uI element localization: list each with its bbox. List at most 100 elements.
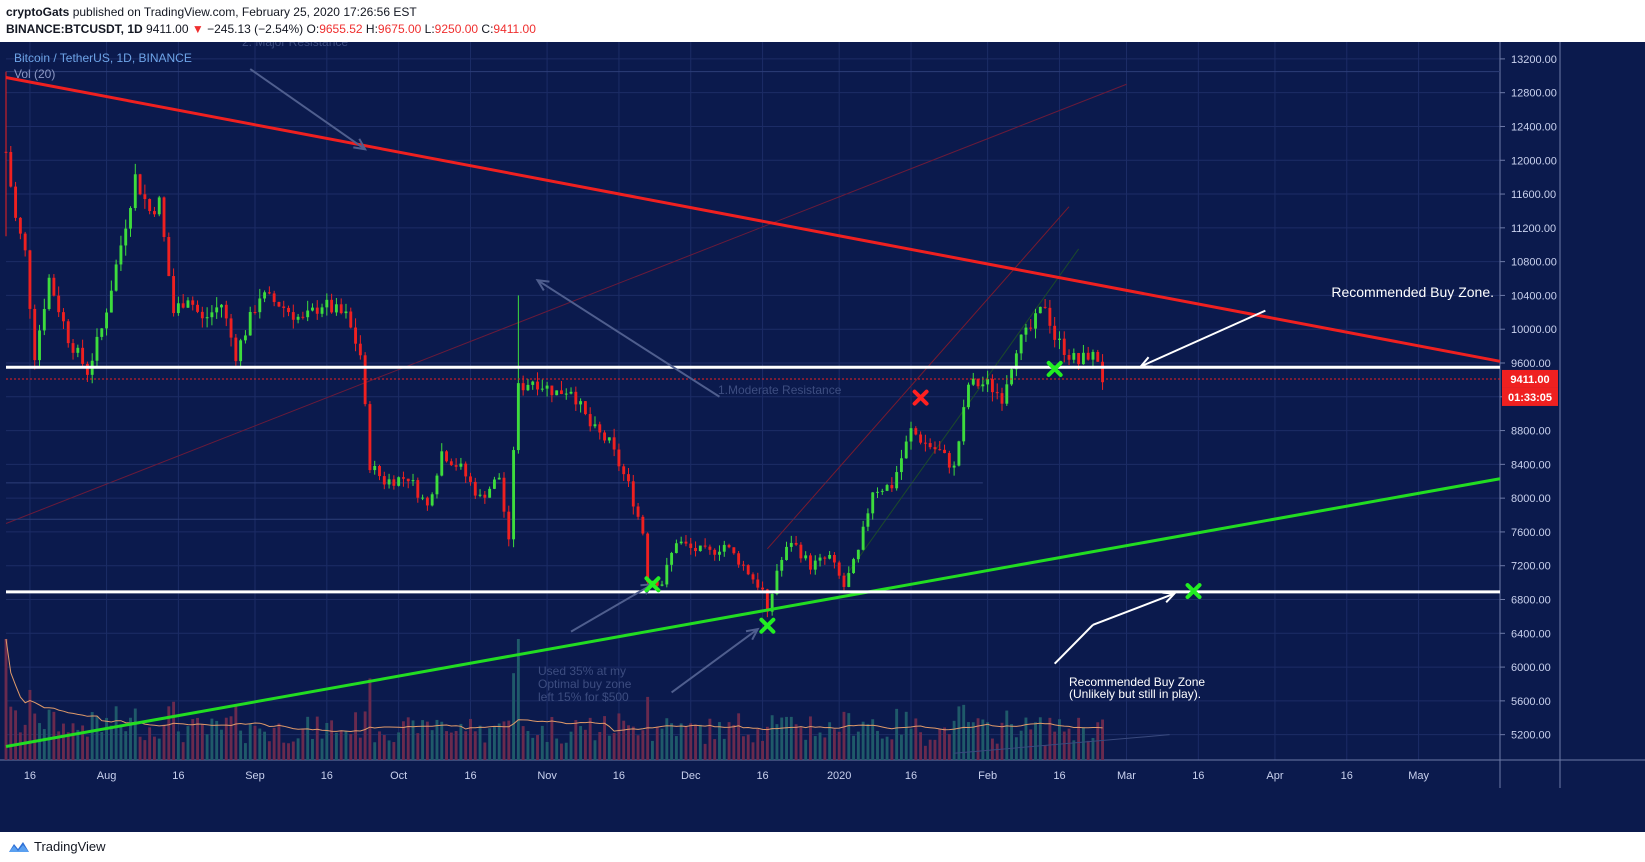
candle-body: [129, 208, 132, 229]
candle-body: [354, 327, 357, 344]
volume-bar: [1072, 740, 1076, 760]
volume-bar: [512, 673, 516, 760]
close-label: C:: [481, 22, 494, 36]
candle-body: [1029, 327, 1033, 329]
volume-bar: [52, 711, 56, 760]
volume-bar: [871, 719, 875, 760]
candle-body: [732, 547, 736, 554]
candle-body: [66, 321, 70, 344]
candle-body: [124, 228, 128, 246]
volume-bar: [411, 720, 415, 760]
volume-bar: [66, 732, 70, 760]
publish-info: cryptoGats published on TradingView.com,…: [6, 5, 417, 19]
candle-body: [397, 477, 401, 486]
y-tick-label: 10400.00: [1511, 290, 1557, 302]
countdown-badge: [1502, 387, 1558, 406]
price-chart[interactable]: Recommended Buy Zone. Recommended Buy Zon…: [0, 42, 1645, 832]
volume-bar: [933, 739, 937, 760]
volume-bar: [105, 717, 108, 760]
volume-bar: [287, 743, 290, 760]
volume-bar: [167, 706, 171, 760]
used-zone-arrow-2-head: [745, 627, 760, 641]
candle-body: [263, 292, 267, 299]
candle-body: [229, 318, 233, 338]
candle-body: [411, 480, 415, 482]
volume-bar: [832, 729, 836, 760]
candle-body: [277, 301, 281, 307]
y-tick-label: 12000.00: [1511, 155, 1557, 167]
volume-bar: [809, 716, 812, 760]
candle-body: [674, 543, 678, 553]
volume-bar: [483, 742, 487, 760]
candle-body: [809, 555, 812, 570]
volume-bar: [909, 728, 913, 760]
y-tick-label: 6000.00: [1511, 662, 1551, 674]
volume-bar: [971, 722, 975, 760]
candle-body: [761, 587, 765, 590]
volume-bar: [28, 689, 32, 760]
volume-bar: [473, 731, 477, 760]
candle-body: [349, 311, 353, 328]
volume-bar: [761, 740, 765, 760]
y-tick-label: 7200.00: [1511, 561, 1551, 573]
volume-bar: [952, 720, 956, 760]
candle-body: [81, 347, 85, 364]
candle-body: [215, 307, 219, 313]
volume-bar: [449, 732, 453, 760]
candle-body: [967, 384, 970, 408]
candle-body: [928, 443, 932, 448]
candle-body: [818, 557, 822, 561]
candle-body: [900, 458, 903, 473]
x-tick-label: May: [1408, 770, 1429, 782]
volume-bar: [507, 720, 511, 760]
chart-footer: TradingView: [0, 832, 1645, 862]
volume-bar: [880, 738, 884, 760]
candle-body: [593, 424, 597, 427]
x-tick-label: 16: [1341, 770, 1353, 782]
volume-bar: [708, 718, 712, 760]
candle-body: [1062, 338, 1066, 355]
candle-body: [267, 292, 271, 294]
symbol-label[interactable]: BINANCE:BTCUSDT, 1D: [6, 22, 143, 36]
y-tick-label: 10000.00: [1511, 324, 1557, 336]
candle-body: [536, 381, 539, 390]
candle-body: [919, 434, 923, 443]
candle-body: [234, 337, 238, 362]
volume-bar: [1005, 710, 1009, 760]
candle-body: [181, 303, 185, 308]
candle-body: [469, 476, 472, 482]
candle-body: [718, 551, 721, 555]
volume-bar: [416, 733, 420, 760]
candle-body: [464, 463, 468, 477]
author-name[interactable]: cryptoGats: [6, 5, 70, 19]
green-x-marker: [759, 617, 776, 634]
candle-body: [583, 401, 587, 415]
volume-bar: [306, 716, 310, 760]
candle-body: [713, 549, 717, 555]
volume-bar: [502, 721, 506, 760]
candle-body: [502, 477, 506, 512]
volume-bar: [780, 717, 784, 760]
volume-bar: [248, 723, 252, 760]
volume-bar: [157, 738, 161, 760]
volume-bar: [234, 706, 238, 760]
volume-bar: [478, 725, 482, 760]
last-price: 9411.00: [146, 22, 189, 36]
candle-body: [1014, 353, 1018, 370]
chart-area[interactable]: Recommended Buy Zone. Recommended Buy Zon…: [0, 42, 1645, 832]
low-value: 9250.00: [434, 22, 479, 36]
volume-bar: [1091, 737, 1095, 760]
candle-body: [976, 378, 980, 387]
volume-bar: [1038, 717, 1042, 760]
volume-bar: [224, 717, 228, 760]
volume-bar: [220, 729, 223, 760]
candle-body: [904, 441, 908, 459]
candle-body: [430, 494, 434, 506]
volume-bar: [9, 706, 13, 760]
publish-text: published on TradingView.com, February 2…: [72, 5, 417, 19]
tradingview-brand[interactable]: TradingView: [8, 839, 106, 854]
volume-bar: [694, 724, 697, 760]
candle-body: [751, 574, 755, 580]
volume-bar: [550, 716, 554, 760]
volume-bar: [320, 738, 324, 760]
